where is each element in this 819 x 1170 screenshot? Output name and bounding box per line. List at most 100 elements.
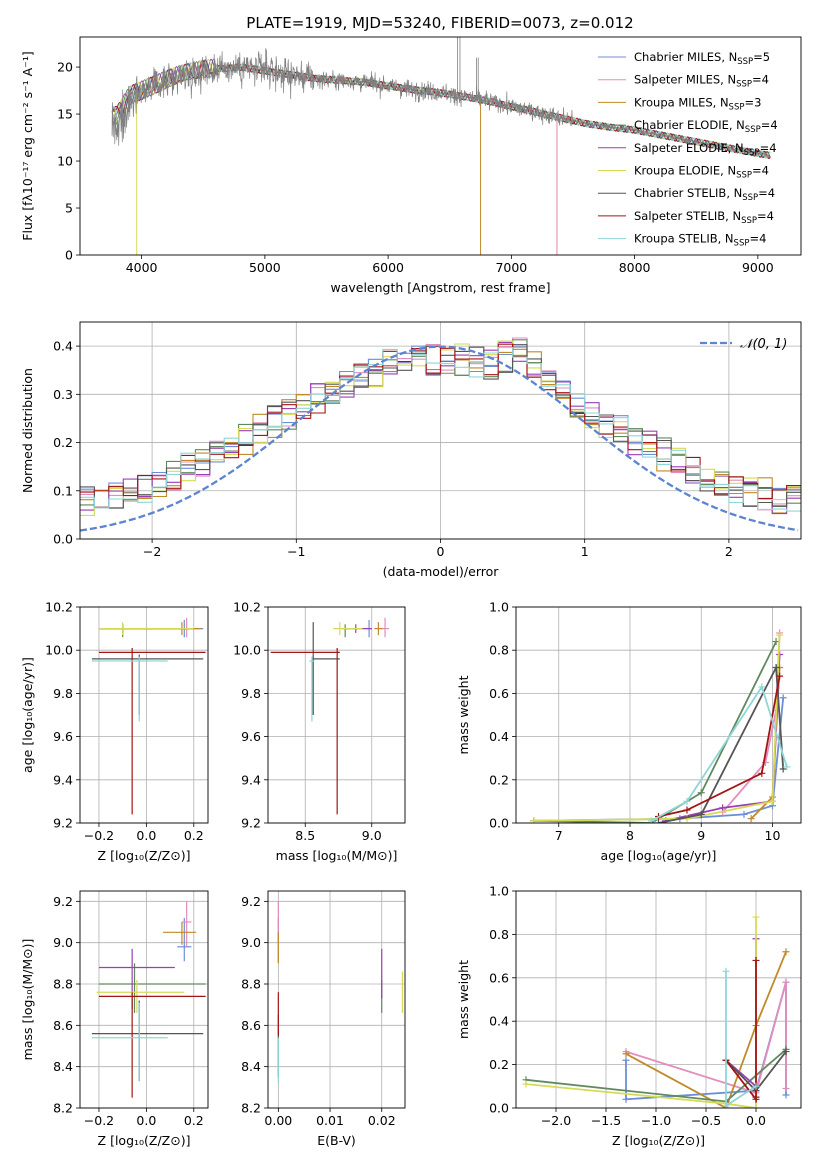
y-tick-label: 9.0 bbox=[53, 935, 73, 950]
y-tick-label: 0.8 bbox=[489, 643, 509, 658]
x-tick-label: −2 bbox=[143, 544, 161, 559]
y-tick-label: 0.8 bbox=[489, 927, 509, 942]
weight-series-marker bbox=[683, 806, 691, 814]
x-axis-label: mass [log₁₀(M/M⊙)] bbox=[276, 848, 398, 863]
y-tick-label: 0.2 bbox=[53, 435, 73, 450]
y-tick-label: 0 bbox=[65, 248, 73, 263]
weight-series-marker bbox=[719, 804, 727, 812]
x-tick-label: 0.2 bbox=[184, 828, 204, 843]
weight-series-marker bbox=[522, 1080, 530, 1088]
plot-area bbox=[270, 617, 390, 815]
x-axis-label: age [log₁₀(age/yr)] bbox=[601, 848, 717, 863]
weight-series-marker bbox=[783, 763, 791, 771]
histogram-series bbox=[80, 347, 801, 512]
legend-entry-tail: =4 bbox=[752, 73, 769, 87]
axes-frame bbox=[79, 36, 802, 256]
y-tick-label: 10.0 bbox=[233, 643, 261, 658]
y-tick-label: 0.4 bbox=[489, 1014, 509, 1029]
weight-series-marker bbox=[782, 1048, 790, 1056]
legend-entry-label: Kroupa STELIB, N bbox=[634, 232, 734, 246]
y-tick-label: 9.4 bbox=[241, 772, 261, 787]
y-tick-label: 9.8 bbox=[53, 686, 73, 701]
plots: 4000 5000 6000 7000 8000 900005101520waveleng… bbox=[20, 36, 802, 1148]
x-axis-label: (data-model)/error bbox=[383, 564, 500, 579]
legend-entry-tail: =4 bbox=[760, 141, 777, 155]
legend-entry-label: Chabrier MILES, N bbox=[634, 50, 737, 64]
legend-entry-label: Kroupa MILES, N bbox=[634, 95, 729, 109]
legend-entry: Chabrier ELODIE, NSSP=4 bbox=[634, 118, 778, 135]
y-tick-label: 8.6 bbox=[53, 1018, 73, 1033]
x-tick-label: 0.00 bbox=[264, 1113, 292, 1128]
x-axis-label: E(B-V) bbox=[317, 1133, 356, 1148]
x-tick-label: 8.5 bbox=[295, 828, 315, 843]
x-tick-label: 0.2 bbox=[184, 1113, 204, 1128]
weight-series-marker bbox=[697, 810, 705, 818]
plot-area bbox=[522, 913, 790, 1108]
x-axis-label: Z [log₁₀(Z/Z⊙)] bbox=[98, 1133, 191, 1148]
y-axis-label: age [log₁₀(age/yr)] bbox=[20, 657, 35, 773]
legend-entry: Chabrier MILES, NSSP=5 bbox=[634, 50, 770, 67]
x-tick-label: −1.5 bbox=[591, 1113, 621, 1128]
weight-series-line bbox=[525, 917, 757, 1108]
weight-series-line bbox=[533, 635, 781, 822]
legend-entry: Salpeter MILES, NSSP=4 bbox=[634, 73, 769, 90]
weight-series-marker bbox=[772, 663, 780, 671]
y-axis-label: mass [log₁₀(M/M⊙)] bbox=[20, 939, 35, 1061]
weight-series-line bbox=[658, 664, 785, 823]
x-axis-label: Z [log₁₀(Z/Z⊙)] bbox=[98, 848, 191, 863]
y-tick-label: 0.6 bbox=[489, 686, 509, 701]
legend-entry-tail: =4 bbox=[749, 232, 766, 246]
weight-series-marker bbox=[776, 631, 784, 639]
x-tick-label: 6000 bbox=[372, 260, 404, 275]
legend-entry-sub: SSP bbox=[736, 80, 752, 90]
y-tick-label: 20 bbox=[57, 60, 73, 75]
axes-frame bbox=[267, 890, 406, 1109]
plot-area bbox=[530, 629, 791, 823]
gaussian-curve bbox=[80, 345, 799, 532]
y-tick-label: 5 bbox=[65, 201, 73, 216]
y-tick-label: 10 bbox=[57, 154, 73, 169]
y-tick-label: 10.2 bbox=[45, 600, 73, 615]
x-tick-label: 1 bbox=[581, 544, 589, 559]
y-axis-label: mass weight bbox=[456, 960, 471, 1039]
x-tick-label: 7 bbox=[555, 828, 563, 843]
legend-entry-label: Kroupa ELODIE, N bbox=[634, 164, 736, 178]
y-tick-label: 0.4 bbox=[489, 729, 509, 744]
x-tick-label: 5000 bbox=[249, 260, 281, 275]
y-tick-label: 8.8 bbox=[53, 977, 73, 992]
x-tick-label: −1 bbox=[287, 544, 305, 559]
panel-weight-vs-age: 7 8 9 10 0.0 0.2 0.4 0.6 0.8 1.0 age [log₁₀(age/yr… bbox=[456, 600, 802, 863]
axes-frame bbox=[515, 606, 802, 824]
y-tick-label: 8.4 bbox=[241, 1059, 261, 1074]
plot-area bbox=[111, 37, 771, 255]
x-tick-label: 8 bbox=[626, 828, 634, 843]
weight-series-line bbox=[665, 654, 781, 822]
y-tick-label: 1.0 bbox=[489, 884, 509, 899]
legend-entry-tail: =4 bbox=[757, 209, 774, 223]
weight-series-marker bbox=[722, 967, 730, 975]
weight-series-marker bbox=[782, 1084, 790, 1092]
legend-entry-tail: =4 bbox=[758, 186, 775, 200]
axes-frame bbox=[79, 606, 209, 824]
legend-entry-sub: SSP bbox=[736, 171, 752, 181]
spectrum-data-line bbox=[111, 49, 771, 158]
y-tick-label: 8.6 bbox=[241, 1018, 261, 1033]
y-tick-label: 10.2 bbox=[233, 600, 261, 615]
weight-series-marker bbox=[752, 913, 760, 921]
weight-series-marker bbox=[752, 1104, 760, 1108]
legend-entry-sub: SSP bbox=[741, 216, 757, 226]
legend-entry-tail: =4 bbox=[761, 118, 778, 132]
axes-frame bbox=[79, 890, 209, 1109]
panel-age-vs-mass: 8.5 9.0 9.2 9.4 9.6 9.8 10.0 10.2 mass [log₁₀(M/… bbox=[233, 600, 406, 863]
histogram-series bbox=[80, 343, 801, 499]
legend-entry-label: Chabrier STELIB, N bbox=[634, 186, 742, 200]
weight-series-marker bbox=[782, 978, 790, 986]
legend-entry-sub: SSP bbox=[729, 102, 745, 112]
y-tick-label: 1.0 bbox=[489, 600, 509, 615]
y-tick-label: 0.6 bbox=[489, 970, 509, 985]
legend-entry-tail: =5 bbox=[753, 50, 770, 64]
y-tick-label: 0.1 bbox=[53, 483, 73, 498]
plot-area bbox=[80, 337, 801, 532]
legend-entry-sub: SSP bbox=[744, 148, 760, 158]
weight-series-marker bbox=[758, 683, 766, 691]
